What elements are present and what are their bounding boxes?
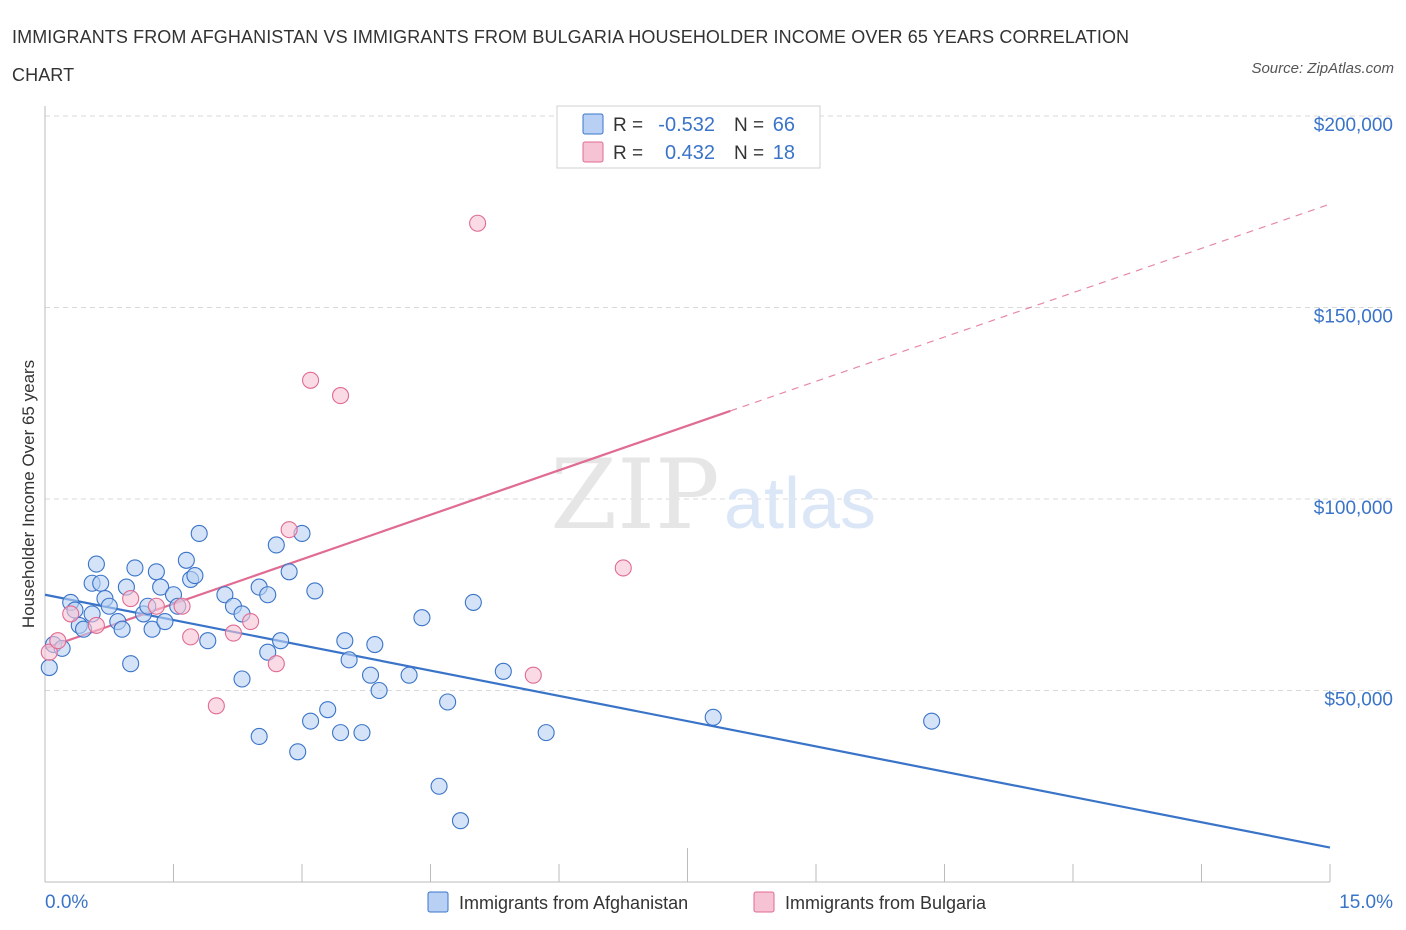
- bulgaria-point-17: [614, 559, 632, 577]
- chart-title: IMMIGRANTS FROM AFGHANISTAN VS IMMIGRANT…: [12, 27, 1130, 85]
- legend-r-label-1: R =: [613, 115, 643, 136]
- afghanistan-point-51: [361, 666, 380, 684]
- bulgaria-point-14: [331, 387, 350, 405]
- watermark-atlas: atlas: [724, 464, 876, 544]
- grid-lines: [45, 115, 1392, 691]
- afghanistan-point-31: [216, 586, 234, 604]
- afghanistan-point-21: [147, 563, 165, 581]
- afghanistan-point-62: [704, 708, 722, 726]
- afghanistan-point-42: [289, 743, 307, 761]
- bottom-legend-label-2: Immigrants from Bulgaria: [785, 893, 987, 913]
- legend-swatch-blue: [582, 113, 604, 135]
- afghanistan-point-26: [177, 551, 195, 569]
- afghanistan-point-57: [439, 693, 457, 711]
- bulgaria-point-2: [62, 605, 80, 623]
- afghanistan-point-54: [400, 666, 418, 684]
- afghanistan-point-22: [152, 578, 170, 596]
- legend-n-label-2: N =: [734, 143, 764, 164]
- bulgaria-point-3: [87, 616, 105, 634]
- afghanistan-point-47: [331, 724, 350, 742]
- bulgaria-point-0: [40, 643, 58, 661]
- afghanistan-point-36: [250, 727, 268, 746]
- source-label: Source: ZipAtlas.com: [1251, 60, 1394, 77]
- bulgaria-point-5: [147, 597, 165, 615]
- bottom-legend-swatch-pink: [753, 891, 775, 913]
- bulgaria-point-16: [524, 666, 542, 684]
- bottom-legend-swatch-blue: [427, 891, 449, 913]
- bulgaria-point-4: [122, 590, 140, 608]
- afghanistan-point-58: [451, 812, 470, 830]
- trend-line-bulgaria-extension: [730, 203, 1331, 412]
- afghanistan-point-44: [302, 712, 320, 730]
- data-points: [40, 214, 941, 830]
- afghanistan-point-59: [464, 593, 482, 611]
- watermark: ZIP atlas: [550, 439, 876, 551]
- afghanistan-point-9: [87, 555, 105, 573]
- legend-n-value-2: 18: [773, 142, 795, 164]
- legend-box: R = -0.532 N = 66 R = 0.432 N = 18: [556, 105, 821, 169]
- afghanistan-point-33: [233, 670, 251, 688]
- afghanistan-point-14: [113, 620, 131, 638]
- legend-r-value-2: 0.432: [665, 142, 715, 164]
- bulgaria-point-15: [469, 214, 487, 232]
- bulgaria-point-13: [302, 371, 320, 389]
- afghanistan-point-12: [100, 597, 118, 615]
- legend-n-label-1: N =: [734, 115, 764, 136]
- bulgaria-point-6: [173, 597, 191, 615]
- afghanistan-point-60: [494, 662, 512, 680]
- trend-line-afghanistan: [44, 593, 1331, 849]
- afghanistan-point-0: [40, 658, 58, 677]
- x-tick-labels: 0.0% 15.0%: [45, 892, 1393, 913]
- afghanistan-point-63: [923, 712, 941, 730]
- y-tick-label-2: $150,000: [1314, 307, 1393, 328]
- bottom-legend-label-1: Immigrants from Afghanistan: [459, 893, 688, 913]
- afghanistan-point-29: [190, 524, 208, 543]
- bulgaria-point-11: [267, 655, 285, 673]
- bulgaria-point-12: [280, 521, 298, 539]
- bulgaria-point-9: [224, 624, 243, 642]
- legend-swatch-pink: [582, 141, 604, 163]
- afghanistan-point-41: [280, 563, 298, 581]
- legend-n-value-1: 66: [773, 114, 795, 136]
- bulgaria-point-7: [182, 628, 200, 646]
- y-tick-labels: $50,000 $100,000 $150,000 $200,000: [1314, 115, 1393, 711]
- afghanistan-point-30: [199, 632, 217, 650]
- y-tick-label-1: $100,000: [1314, 498, 1393, 519]
- x-tick-label-end: 15.0%: [1339, 892, 1393, 913]
- afghanistan-point-55: [413, 609, 431, 627]
- afghanistan-point-20: [143, 620, 161, 638]
- afghanistan-point-61: [537, 724, 555, 742]
- bulgaria-point-1: [49, 632, 67, 650]
- afghanistan-point-48: [336, 632, 354, 650]
- y-axis-title: Householder Income Over 65 years: [19, 360, 38, 628]
- afghanistan-point-45: [306, 582, 324, 600]
- bulgaria-point-10: [242, 613, 260, 631]
- bulgaria-point-8: [207, 697, 225, 715]
- afghanistan-point-53: [370, 681, 388, 700]
- afghanistan-point-23: [156, 613, 174, 631]
- afghanistan-point-52: [366, 635, 384, 654]
- afghanistan-point-46: [319, 701, 337, 719]
- afghanistan-point-10: [92, 574, 110, 592]
- afghanistan-point-16: [122, 655, 140, 673]
- y-tick-label-0: $50,000: [1324, 690, 1393, 711]
- afghanistan-point-39: [267, 536, 285, 554]
- bottom-legend: Immigrants from Afghanistan Immigrants f…: [427, 891, 987, 913]
- afghanistan-point-40: [272, 632, 290, 650]
- afghanistan-point-50: [353, 724, 371, 742]
- afghanistan-point-56: [430, 777, 448, 795]
- y-tick-label-3: $200,000: [1314, 115, 1393, 136]
- legend-r-label-2: R =: [613, 143, 643, 164]
- afghanistan-point-28: [186, 567, 204, 585]
- x-tick-label-start: 0.0%: [45, 892, 88, 913]
- afghanistan-point-17: [126, 559, 144, 577]
- afghanistan-point-49: [340, 651, 358, 669]
- afghanistan-point-38: [259, 643, 277, 661]
- watermark-zip: ZIP: [550, 439, 719, 551]
- legend-r-value-1: -0.532: [658, 114, 715, 136]
- afghanistan-point-37: [259, 586, 277, 604]
- axes: [44, 106, 1331, 883]
